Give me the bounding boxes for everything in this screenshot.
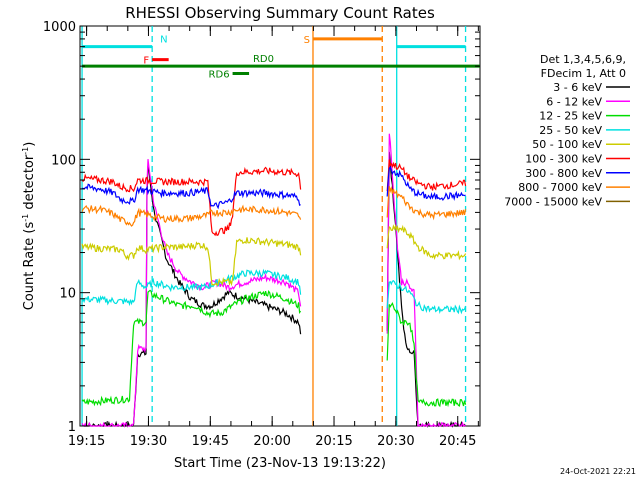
y-tick-label: 100 <box>51 153 76 168</box>
legend-label: 25 - 50 keV <box>539 124 602 137</box>
series-line <box>386 165 466 201</box>
legend-label: 12 - 25 keV <box>539 110 602 123</box>
legend-header-1: Det 1,3,4,5,6,9, <box>540 53 626 66</box>
state-bar-label: F <box>143 56 149 67</box>
x-tick-label: 19:30 <box>130 434 167 449</box>
legend-label: 6 - 12 keV <box>546 95 602 108</box>
state-bar-label: RD6 <box>209 70 230 81</box>
x-tick-label: 19:15 <box>68 434 105 449</box>
legend-header-2: FDecim 1, Att 0 <box>541 67 626 80</box>
x-tick-label: 19:45 <box>192 434 229 449</box>
series-lines <box>81 133 467 428</box>
y-tick-label: 1 <box>68 420 76 435</box>
x-axis-ticks: 19:15 19:30 19:45 20:00 20:15 20:30 20:45 <box>68 26 479 449</box>
series-line <box>386 279 467 315</box>
series-line <box>81 159 302 428</box>
legend-label: 100 - 300 keV <box>525 153 602 166</box>
legend-label: 300 - 800 keV <box>525 167 602 180</box>
legend-label: 7000 - 15000 keV <box>504 195 602 208</box>
state-bars: NF S RD6 RD0 <box>82 35 480 81</box>
x-tick-label: 20:00 <box>253 434 290 449</box>
chart-title: RHESSI Observing Summary Count Rates <box>125 4 435 22</box>
plot-area <box>79 25 481 427</box>
series-line <box>386 151 467 428</box>
x-tick-label: 20:45 <box>439 434 476 449</box>
state-bar-label: N <box>160 35 167 46</box>
footer-timestamp: 24-Oct-2021 22:21 <box>560 467 636 476</box>
series-line <box>386 223 467 261</box>
event-markers <box>81 26 467 426</box>
series-line <box>81 268 302 307</box>
series-line <box>81 183 301 210</box>
series-line <box>81 237 302 287</box>
legend-label: 3 - 6 keV <box>553 81 602 94</box>
state-bar-label: S <box>304 35 310 46</box>
legend-label: 800 - 7000 keV <box>518 181 602 194</box>
legend: Det 1,3,4,5,6,9, FDecim 1, Att 0 3 - 6 k… <box>504 53 630 208</box>
series-line <box>386 185 467 221</box>
state-bar-label: RD0 <box>253 54 274 65</box>
x-tick-label: 20:30 <box>377 434 414 449</box>
x-axis-label: Start Time (23-Nov-13 19:13:22) <box>174 456 386 471</box>
y-axis-ticks: 1 10 100 1000 <box>43 20 480 435</box>
x-tick-label: 20:15 <box>315 434 352 449</box>
y-tick-label: 10 <box>59 287 76 302</box>
y-axis-label: Count Rate (s-1 detector-1) <box>21 142 37 311</box>
series-line <box>81 204 302 227</box>
plot-frame <box>79 25 481 427</box>
y-tick-label: 1000 <box>43 20 76 35</box>
series-line <box>81 166 302 237</box>
legend-label: 50 - 100 keV <box>532 138 602 151</box>
series-line <box>386 133 466 428</box>
series-line <box>386 159 467 192</box>
series-line <box>81 289 302 407</box>
series-line <box>386 302 467 408</box>
